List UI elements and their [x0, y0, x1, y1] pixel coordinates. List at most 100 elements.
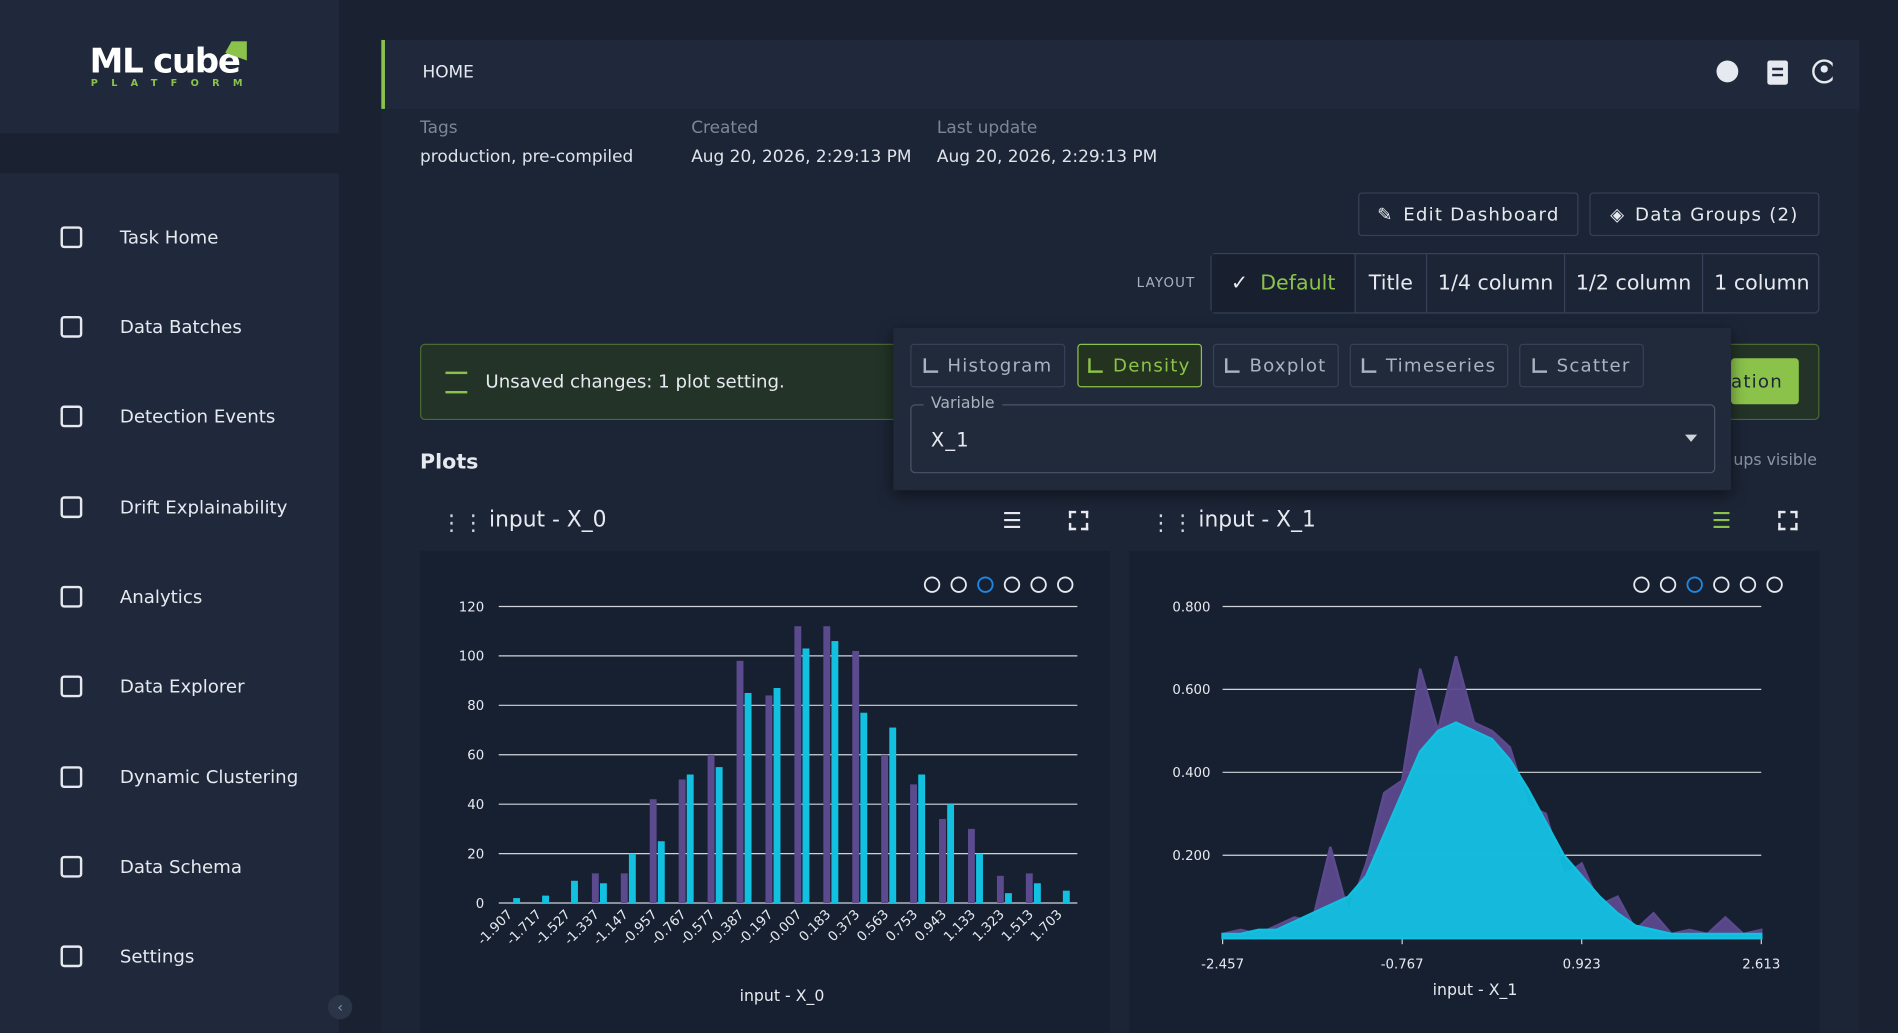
tab-icon — [923, 358, 938, 373]
notice-icon — [445, 371, 468, 394]
x-tick-label: 1.513 — [999, 907, 1037, 945]
bar — [628, 853, 636, 904]
nav-icon — [60, 226, 83, 249]
tab-label: Scatter — [1556, 354, 1631, 377]
nav-label: Detection Events — [119, 405, 276, 428]
nav-item[interactable]: Detection Events — [0, 387, 339, 448]
bar — [794, 626, 802, 904]
bar — [860, 712, 868, 904]
dropdown-arrow — [1685, 434, 1698, 442]
toolbar-icon[interactable] — [1057, 576, 1074, 593]
bar — [571, 880, 578, 904]
option-label: Default — [1260, 271, 1336, 296]
bar — [976, 853, 983, 904]
bar — [918, 774, 926, 904]
chart-type-tab[interactable]: Density — [1077, 343, 1203, 388]
nav-label: Task Home — [119, 226, 219, 249]
x-tick-label: 0.923 — [1563, 957, 1601, 972]
nav-label: Analytics — [119, 585, 203, 608]
toolbar-icon[interactable] — [1739, 576, 1757, 593]
y-tick-label: 0 — [476, 897, 484, 912]
y-tick-label: 0.200 — [1172, 849, 1210, 864]
nav-item[interactable]: Task Home — [0, 208, 339, 269]
bar — [620, 873, 628, 904]
layout-option[interactable]: ✓ Default — [1211, 254, 1355, 313]
bar — [744, 692, 752, 904]
x-tick-label: 0.373 — [826, 907, 864, 945]
density-chart: 0.200 0.400 0.600 0.800 -2.457 -0.767 0.923 2.6… — [1129, 550, 1820, 1033]
settings-icon[interactable]: ☰ — [1002, 508, 1022, 534]
nav-item[interactable]: Data Batches — [0, 298, 339, 359]
density-area — [1221, 721, 1763, 940]
fullscreen-icon[interactable] — [1068, 510, 1089, 531]
header-icons[interactable] — [1712, 58, 1833, 89]
x-tick-label: 0.943 — [912, 907, 950, 945]
nav-item[interactable]: Analytics — [0, 568, 339, 629]
notice-action[interactable]: ation — [1731, 358, 1799, 405]
nav-icon — [60, 405, 83, 428]
edit-dashboard-button[interactable]: ✎ Edit Dashboard — [1358, 192, 1579, 237]
toolbar-icon[interactable] — [1686, 576, 1703, 593]
y-tick-label: 0.400 — [1172, 766, 1210, 781]
groups-note: ups visible — [1733, 451, 1817, 470]
bar — [736, 660, 744, 904]
nav-icon — [60, 855, 83, 878]
x-tick-label: 0.753 — [884, 907, 922, 945]
option-label: 1 column — [1714, 271, 1810, 296]
bar — [715, 767, 723, 904]
nav-item[interactable]: Drift Explainability — [0, 478, 339, 539]
meta-value: production, pre-compiled — [420, 147, 634, 168]
meta-label: Created — [691, 118, 759, 138]
nav-label: Data Explorer — [119, 675, 245, 698]
bar — [939, 819, 946, 904]
toolbar-icon[interactable] — [1659, 576, 1677, 593]
collapse-button[interactable]: ‹ — [328, 995, 353, 1020]
drag-handle[interactable]: ⋮⋮ — [440, 510, 485, 537]
nav-item[interactable]: Data Explorer — [0, 657, 339, 718]
nav-icon — [60, 675, 83, 698]
layout-option[interactable]: 1/2 column — [1563, 254, 1702, 313]
x-tick-label: 0.183 — [797, 907, 835, 945]
fullscreen-icon[interactable] — [1778, 510, 1798, 531]
toolbar-icon[interactable] — [1713, 576, 1730, 593]
toolbar-icon[interactable] — [950, 576, 967, 593]
nav-item[interactable]: Dynamic Clustering — [0, 748, 339, 809]
toolbar-icon[interactable] — [977, 576, 994, 593]
chart-type-tab[interactable]: Histogram — [910, 343, 1066, 388]
x-tick-label: -2.457 — [1201, 957, 1244, 972]
toolbar-icon[interactable] — [923, 576, 941, 593]
option-label: 1/2 column — [1575, 271, 1692, 296]
logo-sub: PLATFORM — [90, 77, 256, 89]
variable-select[interactable]: Variable X_1 — [910, 394, 1716, 474]
data-groups-button[interactable]: ◈ Data Groups (2) — [1589, 192, 1820, 237]
toolbar-icon[interactable] — [1003, 576, 1021, 593]
layout-option[interactable]: 1 column — [1701, 254, 1821, 313]
action-label: ation — [1731, 370, 1783, 393]
layout-option[interactable]: 1/4 column — [1425, 254, 1564, 313]
nav-icon — [60, 766, 83, 789]
toolbar-icon[interactable] — [1766, 576, 1783, 593]
chart-type-tab[interactable]: Boxplot — [1212, 343, 1339, 388]
nav-item[interactable]: Data Schema — [0, 838, 339, 899]
nav-item[interactable]: Settings — [0, 927, 339, 988]
option-label: 1/4 column — [1437, 271, 1554, 296]
bar — [889, 727, 897, 904]
x-axis-title: input - X_1 — [1433, 980, 1518, 1000]
chart-type-tab[interactable]: Scatter — [1519, 343, 1644, 388]
bar — [1033, 883, 1041, 904]
toolbar-icon[interactable] — [1030, 576, 1047, 593]
button-label: Data Groups (2) — [1635, 203, 1799, 226]
drag-handle[interactable]: ⋮⋮ — [1149, 510, 1194, 537]
settings-icon[interactable]: ☰ — [1711, 508, 1732, 534]
chart-type-tab[interactable]: Timeseries — [1349, 343, 1509, 388]
bar — [852, 650, 860, 904]
plot-title: input - X_1 — [1198, 507, 1316, 533]
meta-label: Tags — [420, 118, 458, 138]
nav-icon — [60, 315, 83, 338]
bar — [542, 895, 550, 904]
tab-label: Density — [1113, 354, 1191, 377]
toolbar-icon[interactable] — [1633, 576, 1650, 593]
bar — [947, 804, 955, 904]
layout-option[interactable]: Title — [1354, 254, 1426, 313]
y-tick-label: 80 — [467, 699, 484, 714]
